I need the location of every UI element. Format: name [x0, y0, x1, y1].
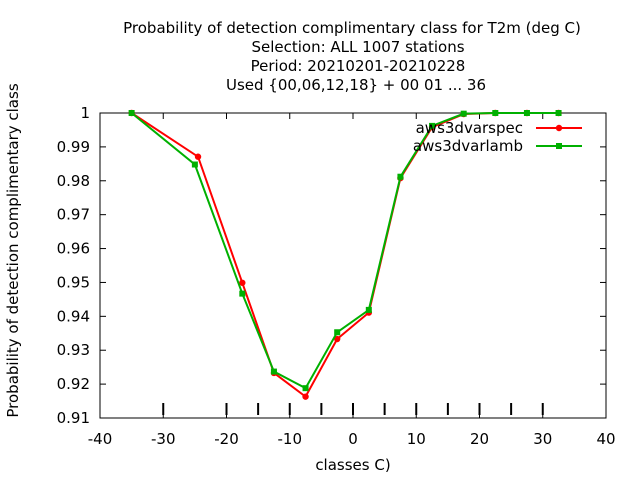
legend-swatch-marker — [555, 124, 563, 132]
data-point — [239, 279, 246, 286]
y-tick-label: 0.95 — [57, 273, 90, 291]
data-point — [555, 110, 562, 116]
y-tick-label: 0.94 — [57, 307, 90, 325]
y-tick-label: 0.98 — [57, 172, 90, 190]
data-point — [302, 393, 309, 400]
x-tick-label: 0 — [348, 430, 358, 448]
x-tick-label: 10 — [407, 430, 426, 448]
x-axis-label: classes C) — [315, 456, 390, 474]
legend-label: aws3dvarspec — [416, 119, 523, 137]
data-point — [523, 110, 530, 116]
series-group — [128, 109, 562, 400]
data-point — [302, 385, 309, 392]
title-line: Period: 20210201-20210228 — [251, 57, 466, 75]
title-line: Used {00,06,12,18} + 00 01 ... 36 — [226, 76, 486, 94]
data-point — [333, 335, 341, 343]
x-tick-label: -40 — [88, 430, 113, 448]
legend-swatch-marker — [556, 143, 562, 149]
y-axis: 0.91 0.92 0.93 0.94 0.95 0.96 0.97 0.98 0.99 1 — [57, 104, 606, 427]
data-point — [397, 173, 404, 180]
y-axis-label: Probability of detection complimentary c… — [4, 83, 22, 417]
data-point — [365, 306, 372, 313]
y-tick-label: 0.92 — [57, 375, 90, 393]
y-tick-label: 0.91 — [57, 409, 90, 427]
data-point — [128, 110, 135, 116]
legend-label: aws3dvarlamb — [413, 137, 523, 155]
series-aws3dvarlamb — [128, 110, 562, 392]
y-tick-label: 0.96 — [57, 240, 90, 258]
title-line: Probability of detection complimentary c… — [123, 19, 581, 37]
x-tick-label: -20 — [214, 430, 239, 448]
chart-title: Probability of detection complimentary c… — [123, 19, 581, 94]
data-point — [492, 110, 499, 116]
y-tick-label: 0.99 — [57, 138, 90, 156]
x-tick-label: 40 — [596, 430, 615, 448]
x-axis: -40 -30 -20 -10 0 10 20 30 40 — [88, 113, 616, 448]
x-tick-label: -10 — [278, 430, 303, 448]
x-tick-label: 20 — [470, 430, 489, 448]
data-point — [429, 122, 436, 129]
y-tick-label: 0.97 — [57, 206, 90, 224]
y-tick-label: 1 — [80, 104, 90, 122]
data-point — [334, 329, 341, 336]
y-tick-label: 0.93 — [57, 341, 90, 359]
x-tick-label: 30 — [533, 430, 552, 448]
data-point — [270, 368, 277, 375]
plot-frame — [99, 112, 607, 419]
data-point — [460, 110, 467, 117]
data-point — [191, 161, 198, 168]
title-line: Selection: ALL 1007 stations — [251, 38, 464, 56]
data-point — [239, 290, 246, 297]
x-tick-label: -30 — [151, 430, 176, 448]
data-point — [194, 153, 202, 160]
